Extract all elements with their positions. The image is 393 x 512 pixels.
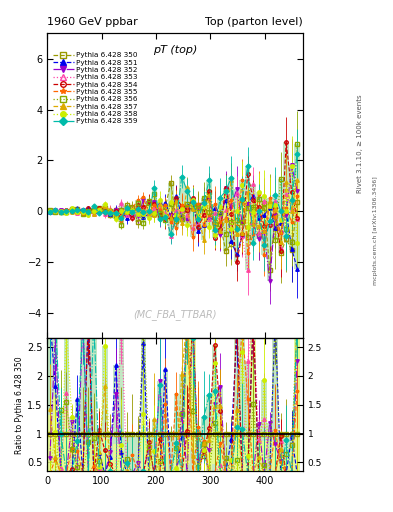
Text: (MC_FBA_TTBAR): (MC_FBA_TTBAR) [133,309,217,320]
Text: pT (top): pT (top) [153,46,197,55]
Y-axis label: Ratio to Pythia 6.428 350: Ratio to Pythia 6.428 350 [15,356,24,454]
Text: mcplots.cern.ch [arXiv:1306.3436]: mcplots.cern.ch [arXiv:1306.3436] [373,176,378,285]
Text: Top (parton level): Top (parton level) [205,16,303,27]
Text: 1960 GeV ppbar: 1960 GeV ppbar [47,16,138,27]
Legend: Pythia 6.428 350, Pythia 6.428 351, Pythia 6.428 352, Pythia 6.428 353, Pythia 6: Pythia 6.428 350, Pythia 6.428 351, Pyth… [53,52,137,124]
Text: Rivet 3.1.10, ≥ 100k events: Rivet 3.1.10, ≥ 100k events [356,94,363,193]
